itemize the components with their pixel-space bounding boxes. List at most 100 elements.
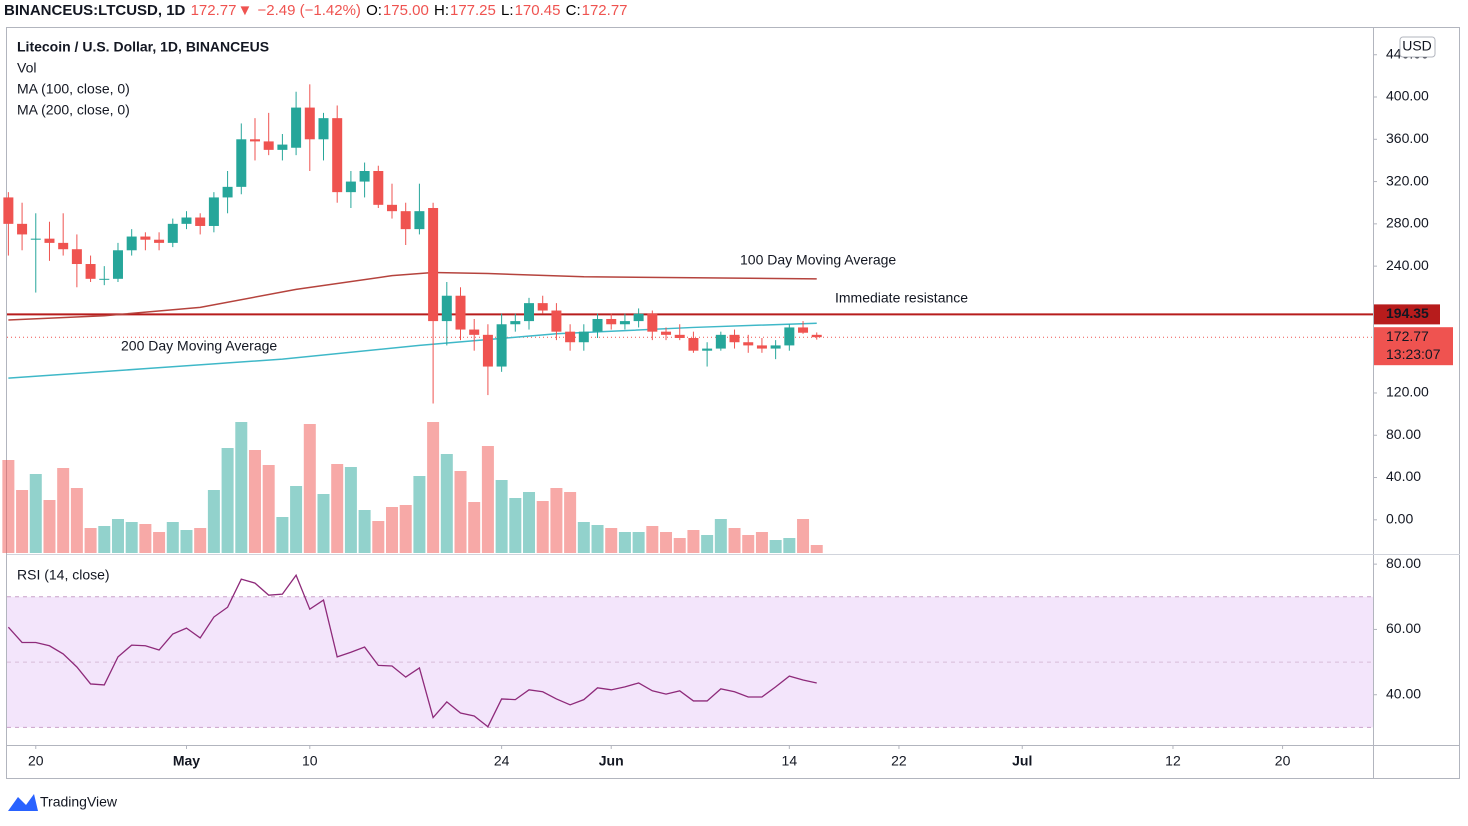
volume-bar <box>84 528 97 553</box>
volume-bar <box>481 446 494 553</box>
volume-bar <box>358 510 371 553</box>
volume-bar <box>468 502 481 553</box>
volume-bar <box>248 450 261 553</box>
volume-bar <box>618 532 631 553</box>
volume-bar <box>413 476 426 553</box>
candle-body <box>112 250 123 279</box>
candle-body <box>140 236 151 240</box>
moving-average <box>8 271 817 321</box>
candle-body <box>387 204 398 212</box>
y-tick-label: 280.00 <box>1386 215 1429 231</box>
volume-bar <box>194 528 207 553</box>
volume-bar <box>687 530 700 553</box>
candle-body <box>428 207 439 322</box>
volume-bar <box>454 471 467 553</box>
candle-body <box>441 295 452 322</box>
c: 172.77 <box>581 2 628 19</box>
volume-bar <box>755 532 768 553</box>
volume-bar <box>111 519 124 553</box>
x-tick-label: 20 <box>1275 753 1291 769</box>
candle-body <box>263 141 274 150</box>
candle-body <box>510 321 521 325</box>
rsi-tick-label: 40.00 <box>1386 685 1421 701</box>
x-tick-label: May <box>173 753 200 769</box>
candle-body <box>181 217 192 224</box>
candle-body <box>3 197 14 224</box>
volume-bar <box>276 517 289 553</box>
o: 175.00 <box>382 2 429 19</box>
volume-bar <box>29 474 42 553</box>
candle-body <box>277 144 288 150</box>
volume-bar <box>235 422 248 553</box>
candle-body <box>469 329 480 335</box>
legend-item: MA (200, close, 0) <box>17 102 130 118</box>
ma100-label: 100 Day Moving Average <box>740 252 896 268</box>
ma200-label: 200 Day Moving Average <box>121 338 277 354</box>
y-tick-label: 40.00 <box>1386 468 1421 484</box>
volume-bar <box>673 538 686 553</box>
volume-bar <box>166 522 179 553</box>
volume-bar <box>399 505 412 553</box>
candle-body <box>58 242 69 250</box>
candle-body <box>688 338 699 351</box>
x-tick-label: 20 <box>28 753 44 769</box>
candle-body <box>30 238 41 240</box>
volume-bar <box>783 538 796 553</box>
candle-body <box>17 223 28 235</box>
c-label: C: <box>565 2 581 19</box>
volume-bar <box>660 532 673 553</box>
countdown: 13:23:07 <box>1386 346 1441 362</box>
volume-bar <box>509 498 522 553</box>
x-tick-label: 12 <box>1165 753 1181 769</box>
volume-bar <box>70 488 83 553</box>
candle-body <box>537 303 548 311</box>
candle-body <box>359 171 370 182</box>
candle-body <box>661 331 672 335</box>
resistance-label: Immediate resistance <box>835 290 968 306</box>
volume-bar <box>43 500 56 553</box>
last: 172.77 <box>190 2 237 19</box>
candle-body <box>332 118 343 193</box>
h: 177.25 <box>449 2 496 19</box>
legend-item: Vol <box>17 60 36 76</box>
volume-bar <box>769 540 782 553</box>
y-tick-label: 400.00 <box>1386 88 1429 104</box>
candle-body <box>619 321 630 325</box>
candle-body <box>702 348 713 351</box>
candle-body <box>798 327 809 333</box>
candle-body <box>85 264 96 279</box>
candle-body <box>592 318 603 332</box>
volume-bar <box>550 488 563 553</box>
last-price-text: 172.77 <box>1386 328 1429 344</box>
volume-bar <box>632 532 645 553</box>
volume-bar <box>98 526 111 553</box>
volume-bar <box>646 526 659 553</box>
volume-bar <box>495 480 508 553</box>
volume-bar <box>221 448 234 553</box>
volume-bar <box>16 490 29 553</box>
volume-bar <box>523 492 536 553</box>
candle-body <box>99 278 110 280</box>
candle-body <box>715 334 726 349</box>
legend-item: MA (100, close, 0) <box>17 81 130 97</box>
logo <box>8 794 38 811</box>
header: BINANCEUS:LTCUSD, 1D 172.77▼ −2.49 (−1.4… <box>4 2 629 19</box>
volume-bar <box>701 535 714 553</box>
x-tick-label: 10 <box>302 753 318 769</box>
h-label: H: <box>433 2 449 19</box>
resistance-badge <box>1374 304 1440 325</box>
candle-body <box>551 310 562 332</box>
volume-bar <box>427 422 440 553</box>
volume-bar <box>605 528 618 553</box>
brand: TradingView <box>40 794 118 810</box>
volume-bar <box>797 519 810 553</box>
volume-bar <box>57 468 70 553</box>
volume-bar <box>440 454 453 553</box>
volume-bar <box>207 490 220 553</box>
candle-body <box>606 318 617 325</box>
volume-bar <box>591 525 604 553</box>
change: −2.49 (−1.42%) <box>257 2 361 19</box>
y-tick-label: 320.00 <box>1386 172 1429 188</box>
